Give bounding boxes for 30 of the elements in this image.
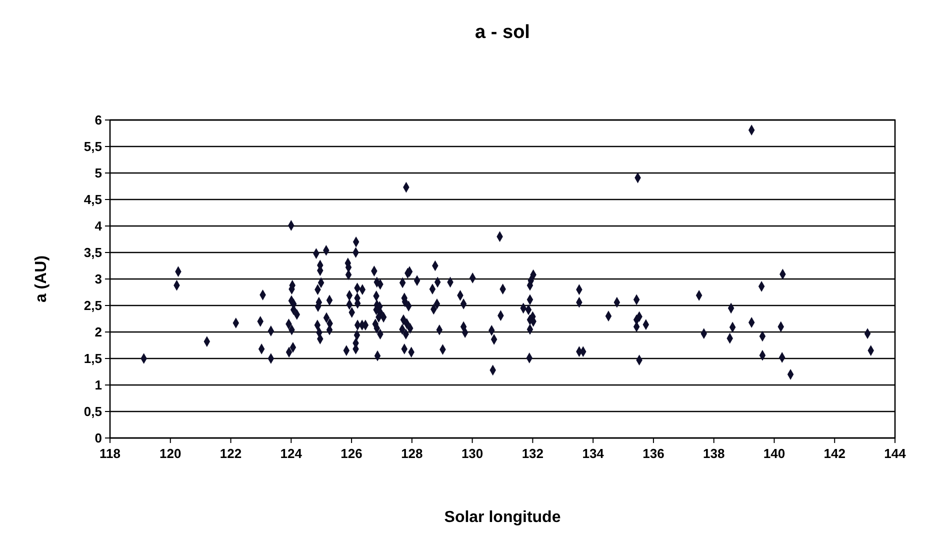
x-tick-label: 142 [824, 446, 846, 461]
y-tick-label: 6 [94, 112, 102, 128]
x-tick-label: 120 [160, 446, 182, 461]
y-tick-label: 5 [94, 166, 102, 181]
x-tick-label: 132 [522, 446, 544, 461]
x-tick-label: 130 [461, 446, 484, 461]
x-tick-label: 144 [884, 446, 907, 461]
x-tick-label: 122 [220, 446, 242, 461]
x-axis-title: Solar longitude [444, 509, 561, 526]
x-tick-label: 140 [763, 446, 786, 461]
y-tick-label: 5,5 [84, 139, 102, 154]
y-tick-label: 0,5 [84, 404, 102, 420]
x-tick-label: 126 [340, 446, 362, 461]
x-tick-label: 128 [401, 446, 423, 461]
y-tick-label: 0 [94, 430, 102, 446]
y-tick-label: 2,5 [84, 298, 102, 314]
x-tick-label: 138 [702, 446, 725, 461]
x-tick-label: 124 [280, 446, 303, 461]
x-tick-label: 118 [100, 446, 120, 461]
y-tick-label: 1,5 [84, 351, 102, 366]
chart-title: a - sol [475, 22, 530, 43]
y-tick-label: 4,5 [84, 192, 102, 208]
x-tick-label: 136 [642, 446, 664, 461]
x-tick-label: 134 [582, 446, 605, 461]
y-tick-label: 1 [94, 378, 102, 393]
y-tick-label: 3,5 [84, 245, 102, 260]
y-tick-label: 3 [94, 272, 102, 287]
y-axis-title: a (AU) [33, 255, 50, 303]
y-tick-label: 2 [94, 324, 102, 340]
y-tick-label: 4 [94, 218, 103, 234]
